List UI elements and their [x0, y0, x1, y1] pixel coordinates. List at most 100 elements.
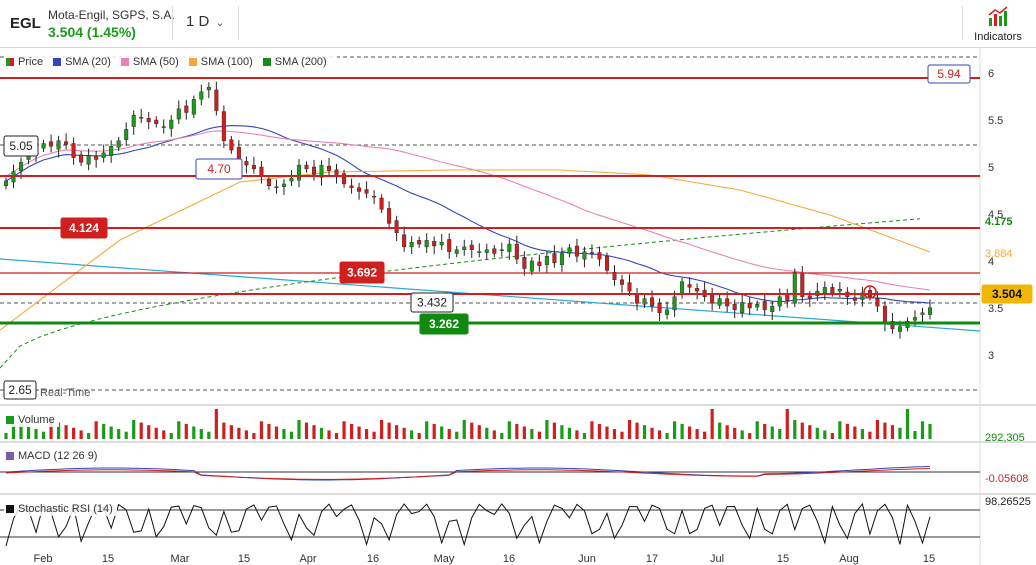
- price-legend: Price SMA (20) SMA (50) SMA (100) SMA (2…: [4, 55, 337, 69]
- candle-body: [792, 272, 797, 304]
- price-label-470-box: [195, 158, 243, 180]
- candle-body: [544, 256, 549, 265]
- volume-bar: [733, 427, 737, 439]
- volume-bar: [327, 430, 331, 439]
- price-label-594: 5.94: [937, 67, 961, 81]
- alert-circle-marker: [863, 285, 877, 299]
- volume-bar: [620, 431, 624, 439]
- candle-body: [214, 89, 219, 111]
- volume-bar: [87, 433, 91, 439]
- volume-bar: [349, 423, 354, 439]
- candle-body: [559, 253, 564, 265]
- sma100-value-label: 3.884: [985, 248, 1013, 260]
- legend-sma50-label: SMA (50): [132, 56, 179, 68]
- volume-bar: [49, 420, 53, 439]
- volume-bar: [928, 423, 932, 439]
- candle-body: [319, 164, 324, 178]
- macd-legend[interactable]: MACD (12 26 9): [4, 449, 102, 463]
- volume-bar: [252, 433, 256, 439]
- volume-bar: [387, 422, 391, 439]
- legend-price[interactable]: Price: [6, 56, 43, 68]
- candle-body: [822, 287, 827, 294]
- header-divider: [962, 6, 963, 40]
- candle-body: [64, 141, 69, 145]
- candle-body: [492, 248, 497, 254]
- price-label-3432: 3.432: [417, 296, 447, 310]
- volume-bar: [597, 423, 602, 439]
- volume-bar: [582, 433, 587, 439]
- volume-bar: [883, 422, 887, 439]
- stoch-legend[interactable]: Stochastic RSI (14): [4, 502, 117, 516]
- volume-bar: [860, 429, 864, 439]
- timeframe-selector[interactable]: 1 D ⌄: [186, 13, 225, 30]
- price-axis-tick: 6: [988, 68, 994, 80]
- volume-bar: [845, 423, 849, 439]
- date-axis-label: Feb: [34, 553, 53, 565]
- volume-bar: [64, 425, 68, 439]
- volume-bar: [19, 423, 23, 439]
- candle-body: [717, 298, 722, 306]
- candle-body: [830, 287, 835, 294]
- sma20-value-label: 4.175: [985, 216, 1013, 228]
- candle-body: [604, 256, 609, 271]
- price-label-3692: 3.692: [347, 266, 377, 280]
- price-chart[interactable]: 6 5.5 5 4.5 4 3.5 3 Feb 15 Mar 15 Apr 16 May 16 Jun 17 Ju…: [0, 47, 1036, 565]
- date-axis-label: Jun: [578, 553, 596, 565]
- sma100-line: [0, 169, 931, 331]
- volume-bar: [635, 422, 639, 439]
- candle-body: [928, 307, 933, 315]
- volume-bar: [612, 429, 617, 439]
- candle-body: [777, 296, 782, 307]
- legend-sma100[interactable]: SMA (100): [188, 56, 253, 68]
- candle-body: [755, 304, 760, 308]
- price-label-265: 2.65: [8, 383, 32, 397]
- legend-sma20-label: SMA (20): [65, 56, 111, 68]
- candle-body: [199, 91, 204, 100]
- candle-body: [912, 317, 917, 321]
- realtime-label: Real-Time: [40, 387, 90, 399]
- last-price-label-box: [981, 284, 1033, 304]
- volume-bar: [79, 430, 83, 439]
- price-label-3262: 3.262: [429, 317, 459, 331]
- legend-sma200[interactable]: SMA (200): [262, 56, 327, 68]
- volume-bar: [785, 409, 789, 439]
- candle-body: [274, 186, 279, 188]
- volume-bar: [462, 420, 466, 439]
- candle-body: [289, 178, 294, 182]
- volume-bar: [297, 420, 301, 439]
- candle-body: [94, 155, 99, 160]
- candle-body: [364, 189, 369, 194]
- volume-bar: [815, 427, 819, 439]
- volume-bar: [627, 420, 632, 439]
- price-label-3262-box: [419, 313, 469, 335]
- volume-bar: [304, 422, 309, 439]
- legend-sma50[interactable]: SMA (50): [120, 56, 179, 68]
- indicators-button[interactable]: Indicators: [966, 4, 1030, 44]
- date-axis-label: 15: [238, 553, 250, 565]
- volume-bar: [530, 429, 534, 439]
- candle-body: [710, 293, 715, 304]
- candle-body: [687, 284, 692, 288]
- candle-body: [882, 305, 887, 324]
- candle-body: [852, 297, 857, 301]
- volume-legend[interactable]: Volume: [4, 413, 59, 427]
- volume-bar: [364, 429, 369, 439]
- candle-body: [762, 301, 767, 311]
- candle-body: [79, 154, 84, 163]
- volume-bar: [11, 421, 16, 439]
- volume-bar: [432, 423, 436, 439]
- candle-body: [469, 244, 474, 250]
- candle-body: [296, 164, 301, 181]
- candle-body: [635, 293, 640, 304]
- candle-body: [221, 111, 226, 141]
- volume-bar: [695, 429, 699, 439]
- volume-bar: [289, 431, 294, 439]
- volume-bar: [222, 422, 226, 439]
- candle-body: [191, 99, 196, 115]
- candle-body: [529, 260, 534, 272]
- candle-body: [71, 143, 76, 158]
- volume-bar: [334, 433, 339, 439]
- stoch-rsi-line: [5, 502, 931, 547]
- legend-sma20[interactable]: SMA (20): [53, 56, 111, 68]
- candle-body: [860, 292, 865, 300]
